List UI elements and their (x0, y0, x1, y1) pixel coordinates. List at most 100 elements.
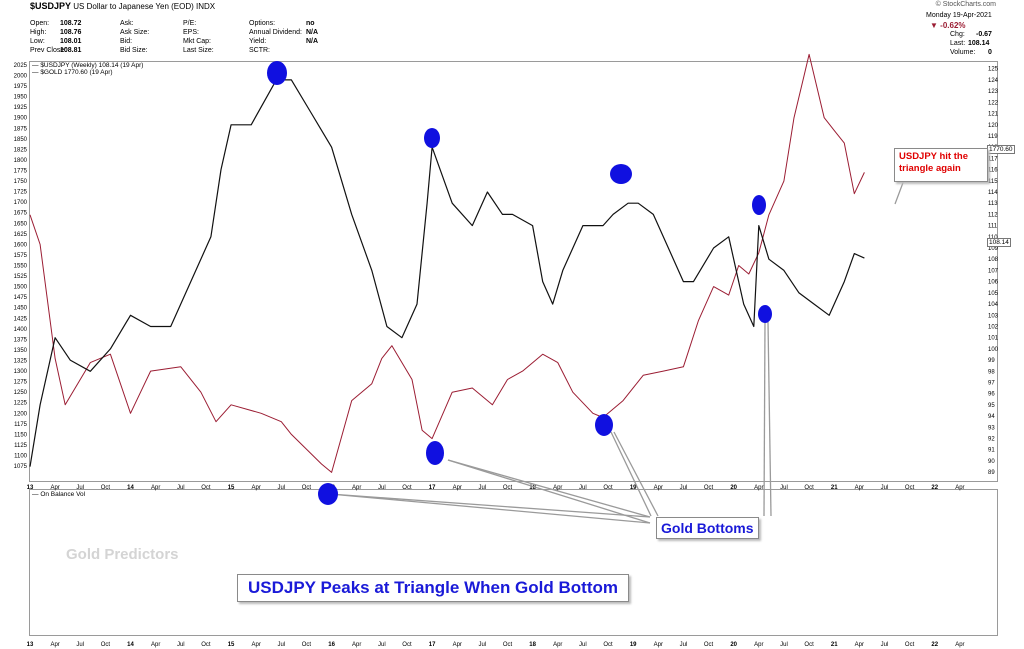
y-tick-left: 1375 (14, 337, 28, 343)
x-tick-label: Oct (201, 485, 211, 491)
x-tick-label: Jul (277, 485, 285, 491)
y-tick-right: 106 (988, 280, 999, 286)
y-tick-left: 1425 (14, 316, 28, 322)
y-tick-left: 1525 (14, 274, 28, 280)
legend-usdjpy: — $USDJPY (Weekly) 108.14 (19 Apr) (32, 62, 144, 69)
x-tick-label: Oct (201, 642, 211, 648)
x-tick-label: 18 (529, 485, 536, 491)
x-tick-label: Apr (654, 485, 663, 491)
x-tick-label: Oct (905, 485, 915, 491)
y-tick-right: 110 (988, 235, 998, 241)
x-tick-label: Apr (352, 485, 361, 491)
date-line: Monday 19-Apr-2021 (926, 12, 992, 19)
x-tick-label: Apr (553, 485, 562, 491)
x-tick-label: Jul (277, 642, 285, 648)
gold-top-marker (267, 61, 287, 85)
x-tick-label: 18 (529, 642, 536, 648)
volume-value: 0 (988, 49, 992, 56)
x-tick-label: Oct (402, 642, 412, 648)
y-tick-right: 102 (988, 324, 999, 330)
x-tick-label: 17 (429, 642, 436, 648)
y-tick-right: 123 (988, 89, 999, 95)
x-tick-label: Jul (579, 642, 587, 648)
x-tick-label: Apr (151, 485, 160, 491)
x-tick-label: 21 (831, 485, 838, 491)
y-tick-left: 1200 (14, 411, 28, 417)
quote-label: Options: (249, 20, 276, 27)
y-tick-left: 1075 (14, 464, 28, 470)
y-tick-left: 1225 (14, 401, 28, 407)
x-tick-label: 17 (429, 485, 436, 491)
y-tick-right: 120 (988, 123, 999, 129)
x-tick-label: Oct (302, 485, 312, 491)
x-tick-label: Apr (855, 485, 864, 491)
y-tick-right: 116 (988, 168, 998, 174)
y-tick-left: 1700 (14, 200, 28, 206)
y-tick-right: 125 (988, 67, 999, 73)
quote-label: Yield: (249, 38, 267, 45)
x-tick-label: Apr (151, 642, 160, 648)
legend-obv: — On Balance Vol (32, 491, 86, 498)
y-tick-right: 98 (988, 369, 995, 375)
y-tick-left: 1500 (14, 285, 28, 291)
x-tick-label: Jul (579, 485, 587, 491)
x-tick-label: Oct (704, 642, 714, 648)
y-tick-right: 90 (988, 459, 995, 465)
y-tick-left: 1600 (14, 242, 28, 248)
x-tick-label: Oct (704, 485, 714, 491)
quote-label: Bid Size: (120, 47, 148, 54)
y-tick-right: 114 (988, 190, 998, 196)
quote-label: High: (30, 29, 47, 36)
y-tick-right: 124 (988, 78, 999, 84)
y-tick-right: 113 (988, 201, 998, 207)
y-tick-right: 96 (988, 392, 995, 398)
quote-label: Mkt Cap: (183, 38, 212, 45)
y-tick-right: 111 (988, 224, 998, 230)
quote-label: Annual Dividend: (249, 29, 302, 36)
x-tick-label: Apr (453, 642, 462, 648)
y-tick-left: 1300 (14, 369, 28, 375)
x-tick-label: Jul (780, 642, 788, 648)
y-tick-left: 1950 (14, 95, 28, 101)
quote-label: Last Size: (183, 47, 214, 54)
x-tick-label: Apr (553, 642, 562, 648)
x-tick-label: Jul (76, 485, 84, 491)
last-label: Last: (950, 40, 966, 47)
x-tick-label: Oct (905, 642, 915, 648)
x-tick-label: Oct (101, 485, 111, 491)
y-tick-left: 1900 (14, 116, 28, 122)
x-tick-label: 19 (630, 485, 637, 491)
y-tick-right: 95 (988, 403, 995, 409)
x-tick-label: 20 (730, 485, 737, 491)
x-tick-label: Apr (754, 642, 763, 648)
y-tick-right: 91 (988, 448, 995, 454)
x-tick-label: Apr (955, 642, 964, 648)
y-tick-left: 1550 (14, 264, 28, 270)
x-tick-label: Oct (101, 642, 111, 648)
x-tick-label: 21 (831, 642, 838, 648)
y-tick-left: 1475 (14, 295, 28, 301)
x-tick-label: Apr (50, 485, 59, 491)
chart-title: $USDJPY US Dollar to Japanese Yen (EOD) … (30, 1, 216, 11)
y-tick-right: 93 (988, 425, 995, 431)
y-tick-right: 89 (988, 470, 995, 476)
y-tick-right: 94 (988, 414, 995, 420)
quote-value: N/A (306, 38, 319, 45)
legend-gold: — $GOLD 1770.60 (19 Apr) (32, 69, 113, 76)
y-tick-right: 107 (988, 268, 999, 274)
gold-last-value-label: 1770.60 (987, 145, 1015, 154)
gold-top-marker (752, 195, 766, 215)
x-tick-label: Jul (177, 642, 185, 648)
price-panel (29, 61, 998, 482)
y-tick-left: 1175 (14, 422, 28, 428)
y-tick-left: 1575 (14, 253, 28, 259)
x-tick-label: 13 (27, 642, 34, 648)
x-tick-label: 22 (931, 642, 938, 648)
y-tick-right: 100 (988, 347, 999, 353)
x-tick-label: Jul (177, 485, 185, 491)
y-tick-left: 1625 (14, 232, 28, 238)
y-tick-right: 103 (988, 313, 999, 319)
x-tick-label: Oct (804, 485, 814, 491)
y-tick-left: 1850 (14, 137, 28, 143)
